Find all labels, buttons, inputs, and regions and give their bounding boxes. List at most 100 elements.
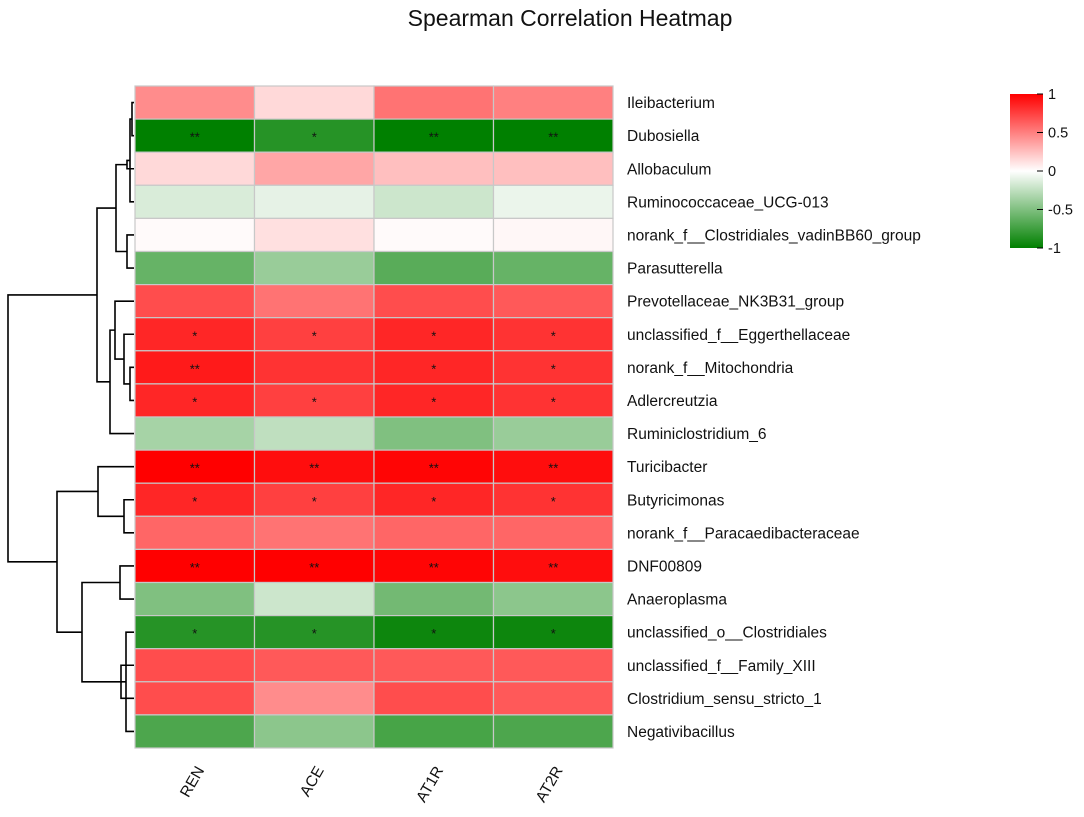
heatmap-cell: [253, 614, 375, 650]
heatmap-cell: [373, 548, 495, 584]
legend-tick-label: 1: [1048, 87, 1056, 103]
row-label: Anaeroplasma: [627, 592, 727, 609]
heatmap-cell: [492, 648, 614, 683]
heatmap-cell: [253, 250, 375, 286]
significance-marker: **: [190, 560, 200, 575]
row-label: Ruminiclostridium_6: [627, 426, 767, 443]
significance-marker: *: [312, 394, 317, 409]
row-label: Prevotellaceae_NK3B31_group: [627, 294, 844, 311]
heatmap-cell: [253, 217, 375, 253]
heatmap-cell: [134, 118, 256, 153]
row-label: unclassified_o__Clostridiales: [627, 625, 827, 642]
significance-marker: *: [192, 626, 197, 641]
heatmap-cell: [134, 250, 256, 286]
significance-marker: *: [431, 394, 436, 409]
dendrogram-branch: [129, 366, 134, 402]
heatmap-cell: [492, 482, 614, 517]
heatmap-cell: [253, 184, 375, 220]
dendrogram-branch: [125, 631, 134, 733]
significance-marker: *: [431, 328, 436, 343]
dendrogram-branch: [123, 333, 134, 385]
significance-markers: ** * ** *** * * *** * ** * * *** ** ** *** * * *** ** ** ***…: [190, 130, 559, 642]
column-label: ACE: [297, 764, 328, 800]
heatmap-cell: [373, 317, 495, 352]
dendrogram-branch: [115, 163, 127, 253]
heatmap-cell: [492, 317, 614, 352]
significance-marker: **: [190, 130, 200, 145]
significance-marker: **: [429, 560, 439, 575]
heatmap-cell: [253, 648, 375, 683]
row-label: norank_f__Mitochondria: [627, 360, 794, 377]
significance-marker: *: [312, 130, 317, 145]
heatmap-cell: [253, 284, 375, 319]
heatmap-cell: [253, 714, 375, 749]
row-label: Turicibacter: [627, 459, 707, 476]
row-label: DNF00809: [627, 558, 702, 575]
heatmap-cell: [134, 284, 256, 319]
dendrogram-branch: [119, 565, 134, 600]
row-label: Adlercreutzia: [627, 393, 718, 410]
significance-marker: *: [312, 494, 317, 509]
heatmap-cell: [134, 482, 256, 517]
row-label: unclassified_f__Eggerthellaceae: [627, 327, 850, 344]
heatmap-cell: [253, 416, 375, 451]
row-dendrogram: [7, 101, 134, 733]
heatmap-cell: [253, 151, 375, 186]
heatmap-cell: [253, 515, 375, 550]
significance-marker: **: [309, 461, 319, 476]
significance-marker: *: [192, 328, 197, 343]
heatmap-cell: [373, 350, 495, 385]
heatmap-cell: [134, 515, 256, 550]
heatmap-cell: [253, 548, 375, 584]
heatmap-cell: [492, 284, 614, 319]
significance-marker: *: [431, 494, 436, 509]
heatmap-cell: [492, 515, 614, 550]
significance-marker: *: [551, 626, 556, 641]
heatmap-cell: [134, 416, 256, 451]
significance-marker: *: [551, 494, 556, 509]
heatmap-cell: [492, 581, 614, 617]
dendrogram-branch: [96, 207, 116, 383]
heatmap-cell: [492, 151, 614, 186]
heatmap-cell: [492, 714, 614, 749]
heatmap-cell: [492, 85, 614, 120]
heatmap-cell: [373, 118, 495, 153]
heatmap-cell: [492, 184, 614, 220]
row-label: norank_f__Clostridiales_vadinBB60_group: [627, 227, 921, 244]
heatmap-cell: [253, 85, 375, 120]
heatmap-cell: [373, 184, 495, 220]
significance-marker: **: [309, 560, 319, 575]
column-label: REN: [177, 764, 208, 801]
heatmap-cell: [492, 350, 614, 385]
significance-marker: **: [548, 560, 558, 575]
significance-marker: *: [431, 626, 436, 641]
dendrogram-branch: [81, 581, 120, 683]
heatmap-cell: [253, 581, 375, 617]
heatmap-cell: [253, 482, 375, 517]
heatmap-cell: [134, 614, 256, 650]
row-label: Dubosiella: [627, 128, 700, 145]
row-label: Butyricimonas: [627, 492, 725, 509]
heatmap-cell: [492, 416, 614, 451]
legend-tick-label: -1: [1048, 241, 1061, 257]
significance-marker: **: [190, 461, 200, 476]
dendrogram-branch: [97, 465, 134, 518]
heatmap-cell: [373, 714, 495, 749]
column-labels: REN ACE AT1R AT2R: [177, 764, 567, 806]
heatmap-cell: [253, 383, 375, 418]
row-label: Parasutterella: [627, 261, 723, 278]
significance-marker: **: [548, 130, 558, 145]
heatmap-cell: [134, 714, 256, 749]
heatmap-cell: [373, 515, 495, 550]
dendrogram-branch: [7, 294, 97, 563]
significance-marker: *: [192, 494, 197, 509]
column-label: AT1R: [413, 764, 447, 806]
heatmap-cell: [373, 482, 495, 517]
column-label: AT2R: [533, 764, 567, 806]
significance-marker: *: [312, 328, 317, 343]
heatmap-cell: [253, 317, 375, 352]
heatmap-cell: [373, 681, 495, 716]
heatmap-cell: [373, 217, 495, 253]
significance-marker: *: [551, 361, 556, 376]
row-label: Ileibacterium: [627, 95, 715, 112]
